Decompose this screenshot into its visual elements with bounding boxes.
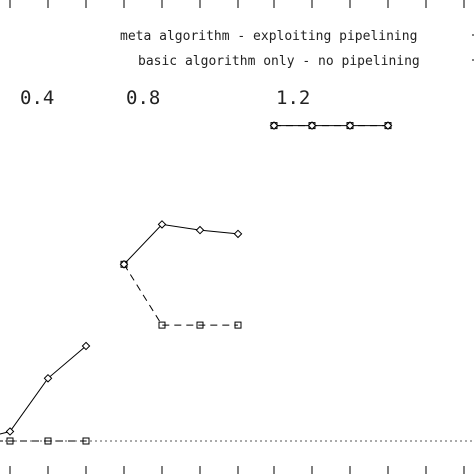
series-0-group-1-line (123, 223, 239, 265)
series-0-group-2-point-3 (383, 121, 393, 130)
series-1-group-0-point-3 (82, 437, 90, 445)
group-labels: 0.4 0.8 1.2 (20, 87, 310, 109)
series-0-group-2-point-0 (269, 121, 279, 130)
series-0-group-0-point-1 (5, 427, 15, 436)
legend-label-meta: meta algorithm - exploiting pipelining (120, 29, 417, 44)
series-0-group-1-point-3 (233, 229, 243, 239)
series-1-group-1-point-2 (196, 321, 204, 329)
chart-legend: meta algorithm - exploiting pipelining b… (120, 29, 474, 69)
group-label-1: 0.8 (126, 87, 160, 109)
series-0-group-0-point-2 (43, 373, 53, 383)
series-0-group-1-point-1 (157, 220, 167, 229)
series-1-group-1-point-1 (158, 321, 166, 329)
legend-label-basic: basic algorithm only - no pipelining (138, 54, 420, 69)
series-0-group-2-point-2 (345, 121, 355, 130)
series-0-group-1-point-2 (195, 225, 205, 235)
series-1-group-0-point-2 (44, 437, 52, 445)
series-0-group-2-point-1 (307, 121, 317, 130)
series-0-group-0-point-3 (81, 341, 91, 351)
series-0-group-1-point-0 (119, 259, 129, 269)
group-label-2: 1.2 (276, 87, 310, 109)
data-series (0, 121, 393, 445)
axis-frame (9, 0, 465, 474)
series-1-group-1-point-3 (234, 321, 242, 329)
series-1-group-1-line (123, 264, 238, 326)
series-0-group-0-line (0, 345, 87, 435)
series-1-group-0-point-1 (6, 437, 14, 445)
group-label-0: 0.4 (20, 87, 54, 109)
